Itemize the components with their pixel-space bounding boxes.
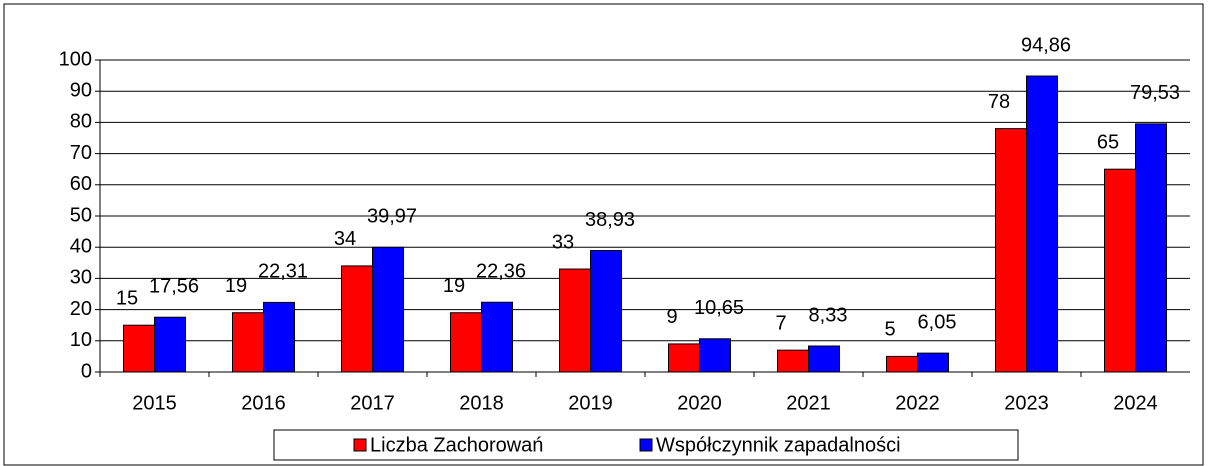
bar bbox=[1104, 168, 1136, 373]
bar bbox=[699, 338, 731, 373]
y-tick-label: 90 bbox=[70, 79, 92, 101]
bar bbox=[917, 352, 949, 373]
bar bbox=[886, 355, 918, 373]
bar bbox=[154, 316, 186, 373]
legend-label: Współczynnik zapadalności bbox=[656, 434, 901, 456]
x-tick-label: 2020 bbox=[677, 392, 722, 414]
x-tick-label: 2019 bbox=[568, 392, 613, 414]
data-label: 94,86 bbox=[1021, 34, 1071, 56]
x-tick-label: 2015 bbox=[132, 392, 177, 414]
data-label: 78 bbox=[988, 91, 1010, 113]
bar bbox=[263, 301, 295, 373]
data-label: 15 bbox=[116, 287, 138, 309]
bar bbox=[808, 345, 840, 373]
bar bbox=[372, 246, 404, 373]
x-tick-label: 2024 bbox=[1113, 392, 1158, 414]
y-tick-label: 50 bbox=[70, 204, 92, 226]
bar bbox=[995, 128, 1027, 373]
data-label: 19 bbox=[443, 275, 465, 297]
data-label: 10,65 bbox=[694, 297, 744, 319]
legend-swatch bbox=[353, 438, 367, 452]
data-label: 5 bbox=[884, 319, 895, 341]
bar bbox=[777, 349, 809, 373]
bar bbox=[1135, 123, 1167, 373]
y-tick-label: 100 bbox=[59, 48, 92, 70]
x-tick-label: 2022 bbox=[895, 392, 940, 414]
data-label: 7 bbox=[775, 312, 786, 334]
y-tick-label: 40 bbox=[70, 235, 92, 257]
bar bbox=[481, 301, 513, 373]
data-label: 22,36 bbox=[476, 261, 526, 283]
x-tick-label: 2018 bbox=[459, 392, 504, 414]
data-label: 33 bbox=[552, 231, 574, 253]
data-label: 8,33 bbox=[809, 304, 848, 326]
bar bbox=[559, 268, 591, 373]
bar bbox=[590, 250, 622, 373]
bar bbox=[450, 312, 482, 373]
data-label: 34 bbox=[334, 228, 356, 250]
legend-swatch bbox=[639, 438, 653, 452]
x-tick-label: 2023 bbox=[1004, 392, 1049, 414]
y-tick-label: 10 bbox=[70, 329, 92, 351]
x-tick-label: 2016 bbox=[241, 392, 286, 414]
y-tick-label: 80 bbox=[70, 111, 92, 133]
data-label: 38,93 bbox=[585, 209, 635, 231]
data-label: 6,05 bbox=[918, 311, 957, 333]
bar bbox=[123, 324, 155, 373]
x-tick-label: 2021 bbox=[786, 392, 831, 414]
y-tick-label: 20 bbox=[70, 298, 92, 320]
data-label: 79,53 bbox=[1130, 82, 1180, 104]
y-tick-label: 0 bbox=[81, 360, 92, 382]
bar bbox=[668, 343, 700, 373]
data-label: 9 bbox=[666, 306, 677, 328]
data-label: 19 bbox=[225, 275, 247, 297]
bar bbox=[1026, 75, 1058, 373]
data-label: 22,31 bbox=[258, 261, 308, 283]
y-tick-label: 60 bbox=[70, 173, 92, 195]
y-tick-label: 30 bbox=[70, 267, 92, 289]
data-label: 17,56 bbox=[149, 275, 199, 297]
y-tick-label: 70 bbox=[70, 142, 92, 164]
data-label: 65 bbox=[1097, 131, 1119, 153]
bar bbox=[232, 312, 264, 373]
data-label: 39,97 bbox=[367, 206, 417, 228]
legend-label: Liczba Zachorowań bbox=[370, 434, 543, 456]
bar bbox=[341, 265, 373, 373]
x-tick-label: 2017 bbox=[350, 392, 395, 414]
